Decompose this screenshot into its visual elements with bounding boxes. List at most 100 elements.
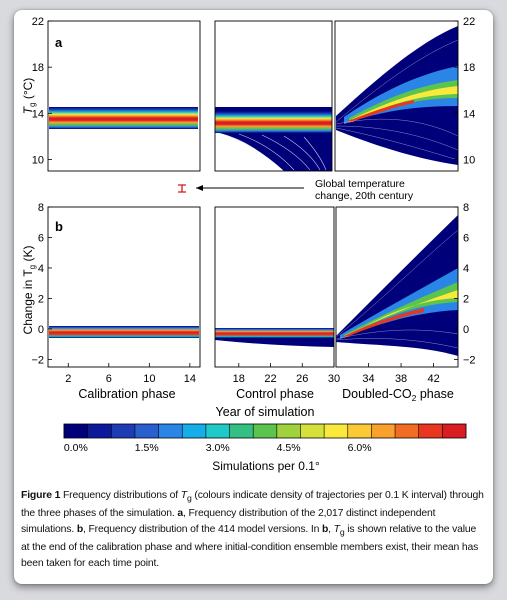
colorbar-cell xyxy=(442,424,467,438)
colorbar-cell xyxy=(64,424,88,438)
control-band-b xyxy=(215,328,334,338)
xtick-label-b: 30 xyxy=(328,373,340,385)
ytick-label-b: −2 xyxy=(31,354,44,366)
panel-b-ylabel: Change in Tg (K) xyxy=(21,246,37,335)
panel-a-ticklabels-right: 10 14 18 22 xyxy=(463,16,475,166)
ytick-label-a-right: 22 xyxy=(463,16,475,28)
colorbar-label: Simulations per 0.1° xyxy=(212,459,320,473)
colorbar xyxy=(63,423,467,439)
ytick-label-a-right: 14 xyxy=(463,108,475,120)
ytick-label-b: 0 xyxy=(38,324,44,336)
panel-a-ylabel: Tg (°C) xyxy=(21,78,37,115)
colorbar-cell xyxy=(395,424,420,438)
colorbar-cell xyxy=(418,424,443,438)
colorbar-cell xyxy=(371,424,396,438)
colorbar-cell xyxy=(253,424,278,438)
panel-b-label: b xyxy=(55,219,63,234)
panel-b-ticks xyxy=(48,206,458,367)
ytick-label-a-right: 18 xyxy=(463,62,475,74)
temperature-annotation: Global temperature change, 20th century xyxy=(178,178,414,202)
ytick-label-b: 6 xyxy=(38,232,44,244)
colorbar-tick-label: 1.5% xyxy=(135,442,159,454)
xtick-label-b: 38 xyxy=(395,373,407,385)
colorbar-cell xyxy=(229,424,254,438)
figure-card: a Tg (°C) 10 14 18 22 10 14 18 22 Global tempe… xyxy=(14,10,493,584)
colorbar-tick-label: 3.0% xyxy=(206,442,230,454)
ytick-label-b-right: −2 xyxy=(463,354,476,366)
colorbar-cell xyxy=(300,424,325,438)
colorbar-cell xyxy=(205,424,230,438)
colorbar-cell xyxy=(134,424,159,438)
caption-figure-number: Figure 1 xyxy=(21,490,61,501)
colorbar-cell xyxy=(182,424,207,438)
colorbar-tick-label: 4.5% xyxy=(277,442,301,454)
doubled-fan-cyan-b xyxy=(340,268,458,339)
caption-text: , Frequency distribution of the 414 mode… xyxy=(83,524,322,536)
doubled-fan-lines-b xyxy=(335,229,458,349)
colorbar-cell xyxy=(111,424,136,438)
doubled-fan-red-b xyxy=(344,308,424,338)
doubled-fan-yellow-a xyxy=(352,86,458,122)
caption-text: , Frequency distribution of the 2,017 di… xyxy=(21,508,436,536)
doubled-fan-yellow-b xyxy=(346,290,458,337)
figure-caption: Figure 1 Frequency distributions of Tg (… xyxy=(21,488,487,572)
colorbar-frame xyxy=(63,423,467,439)
xtick-label-b: 18 xyxy=(233,373,245,385)
caption-panel-ref: a xyxy=(177,508,183,520)
phase-label-calibration: Calibration phase xyxy=(78,387,175,401)
xtick-label-b: 42 xyxy=(427,373,439,385)
ytick-label-a-right: 10 xyxy=(463,154,475,166)
ytick-label-b-right: 6 xyxy=(463,232,469,244)
xtick-label-b: 6 xyxy=(106,373,112,385)
ytick-label-b: 2 xyxy=(38,293,44,305)
panel-a: a Tg (°C) 10 14 18 22 10 14 18 22 xyxy=(21,16,475,172)
caption-subscript: g xyxy=(339,527,345,538)
panel-b-ticklabels-left: −2 0 2 4 6 8 xyxy=(31,202,44,366)
ytick-label-b: 8 xyxy=(38,202,44,214)
xtick-label-b: 10 xyxy=(143,373,155,385)
annotation-line2: change, 20th century xyxy=(315,190,414,202)
panel-a-ticklabels-left: 10 14 18 22 xyxy=(32,16,44,166)
colorbar-tick-label: 0.0% xyxy=(64,442,88,454)
phase-label-doubled: Doubled-CO2 phase xyxy=(342,387,454,403)
caption-text: (colours indicate density of trajectorie… xyxy=(21,490,484,520)
caption-panel-ref: b xyxy=(321,524,329,536)
panel-b-ticklabels-right: −2 0 2 4 6 8 xyxy=(463,202,476,366)
ytick-label-a: 10 xyxy=(32,154,44,166)
colorbar-tick-label: 6.0% xyxy=(348,442,372,454)
control-band-a xyxy=(215,111,332,133)
xtick-label-b: 2 xyxy=(65,373,71,385)
ytick-label-b-right: 2 xyxy=(463,293,469,305)
control-spread-lines-a xyxy=(218,132,327,171)
xtick-label-b: 14 xyxy=(184,373,196,385)
x-axis-label: Year of simulation xyxy=(216,405,315,419)
ytick-label-a: 18 xyxy=(32,62,44,74)
xtick-label-b: 22 xyxy=(264,373,276,385)
panel-b-frames xyxy=(47,206,459,368)
ytick-label-b-right: 8 xyxy=(463,202,469,214)
caption-subscript: g xyxy=(186,493,192,504)
panel-b-xticklabels: 2 6 10 14 18 22 26 30 34 38 42 xyxy=(65,373,440,385)
ytick-label-a: 14 xyxy=(32,108,44,120)
caption-text: Frequency distributions of xyxy=(60,490,181,501)
colorbar-cell xyxy=(324,424,349,438)
ytick-label-a: 22 xyxy=(32,16,44,28)
panel-a-label: a xyxy=(55,35,63,50)
colorbar-cell xyxy=(158,424,183,438)
caption-text: , xyxy=(328,524,334,536)
arrow-head-icon xyxy=(196,185,203,191)
xtick-label-b: 26 xyxy=(296,373,308,385)
panel-a-frames xyxy=(47,20,459,172)
xtick-label-b: 34 xyxy=(362,373,374,385)
colorbar-cell xyxy=(87,424,112,438)
colorbar-ticklabels: 0.0% 1.5% 3.0% 4.5% 6.0% xyxy=(64,442,372,454)
panel-a-ticks xyxy=(48,20,458,160)
calibration-band-a xyxy=(49,107,198,129)
annotation-line1: Global temperature xyxy=(315,178,405,190)
colorbar-cell xyxy=(276,424,301,438)
caption-symbol: T xyxy=(180,490,187,501)
ytick-label-b-right: 0 xyxy=(463,324,469,336)
colorbar-cell xyxy=(347,424,372,438)
